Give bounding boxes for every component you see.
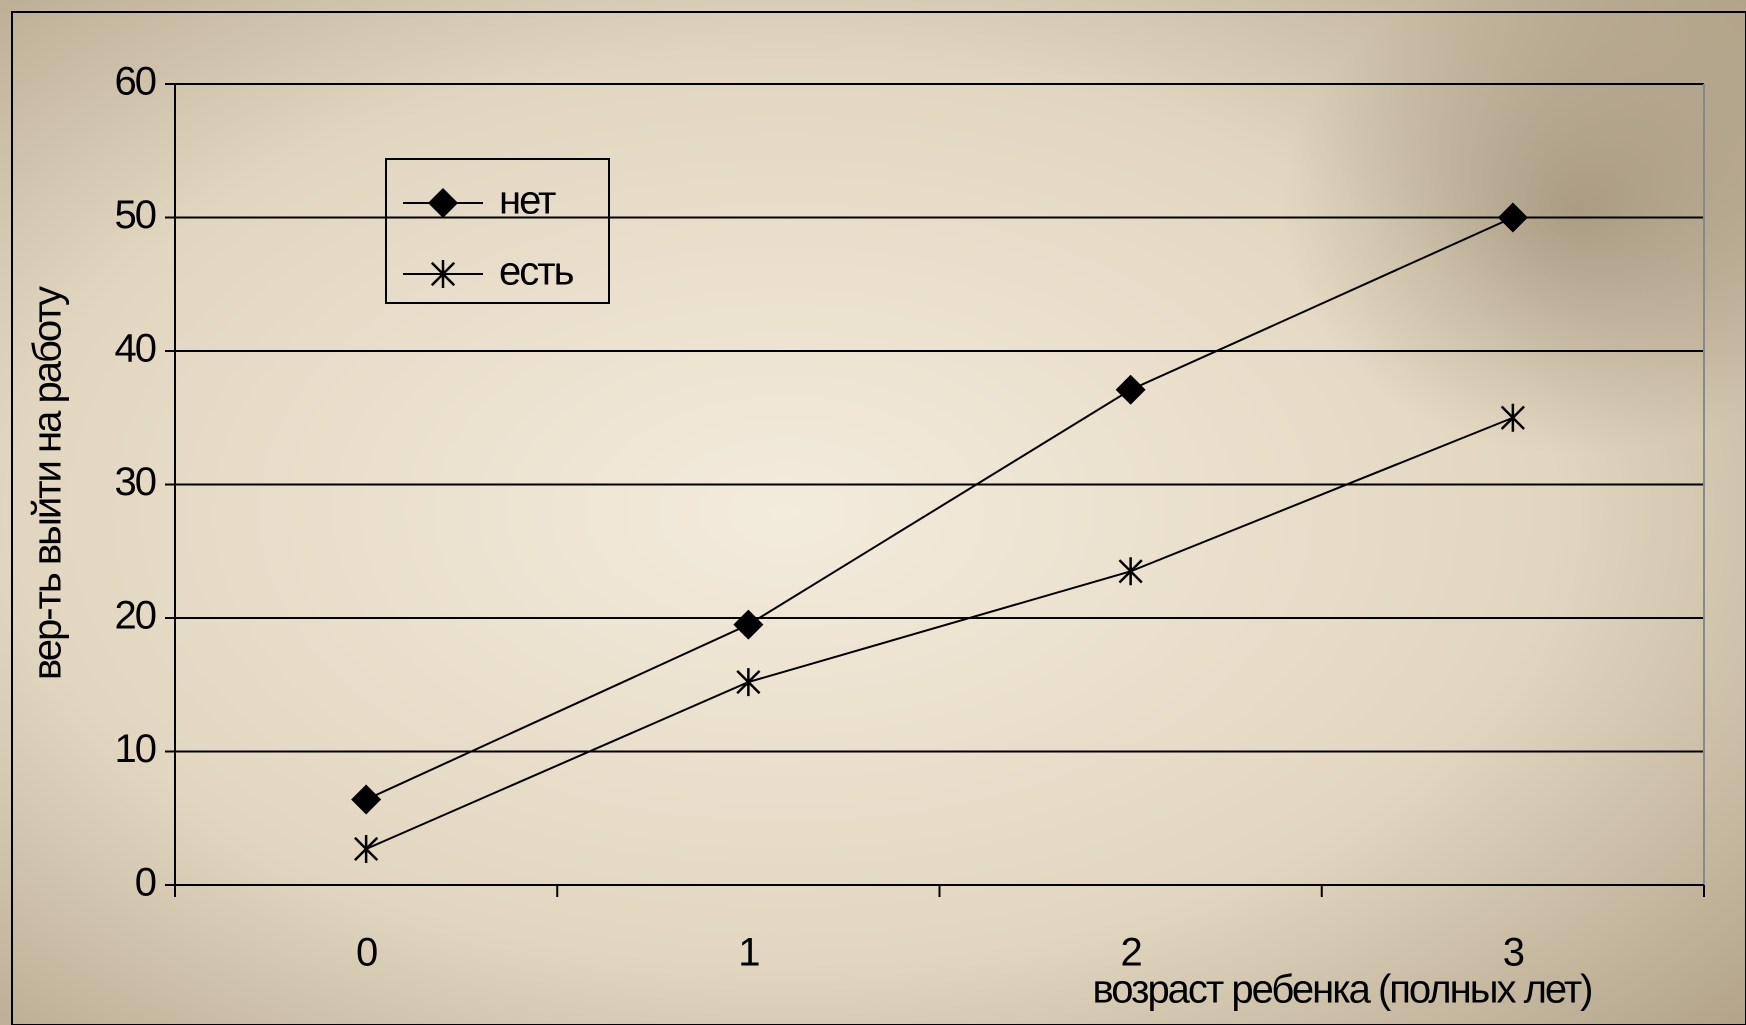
series-line [365,416,1514,850]
x-tick-label: 3 [1503,931,1524,975]
x-tick-label: 0 [356,931,377,975]
marker-asterisk [354,834,379,863]
y-tick-label: 20 [115,594,156,638]
marker-diamond [351,784,382,815]
legend-label: нет [499,179,556,223]
x-tick-label: 1 [738,931,759,975]
x-axis-title: возраст ребенка (полных лет) [1093,968,1592,1012]
chart-border [11,11,1746,1025]
y-tick-label: 50 [115,193,156,237]
marker-asterisk [736,668,761,697]
legend-box [385,158,610,304]
series-line [365,216,1514,801]
marker-asterisk [430,260,456,288]
marker-diamond [733,609,764,640]
marker-diamond [1115,374,1146,405]
marker-asterisk [1118,557,1143,586]
marker-diamond [1497,202,1528,233]
y-tick-label: 60 [115,60,156,104]
x-tick-label: 2 [1121,931,1142,975]
marker-asterisk [1500,403,1525,432]
y-tick-label: 0 [135,861,156,905]
marker-diamond [428,188,458,218]
y-axis-title: вер-ть выйти на работу [26,286,70,680]
y-tick-label: 10 [115,727,156,771]
y-tick-label: 40 [115,327,156,371]
y-tick-label: 30 [115,460,156,504]
legend-label: есть [499,250,574,294]
